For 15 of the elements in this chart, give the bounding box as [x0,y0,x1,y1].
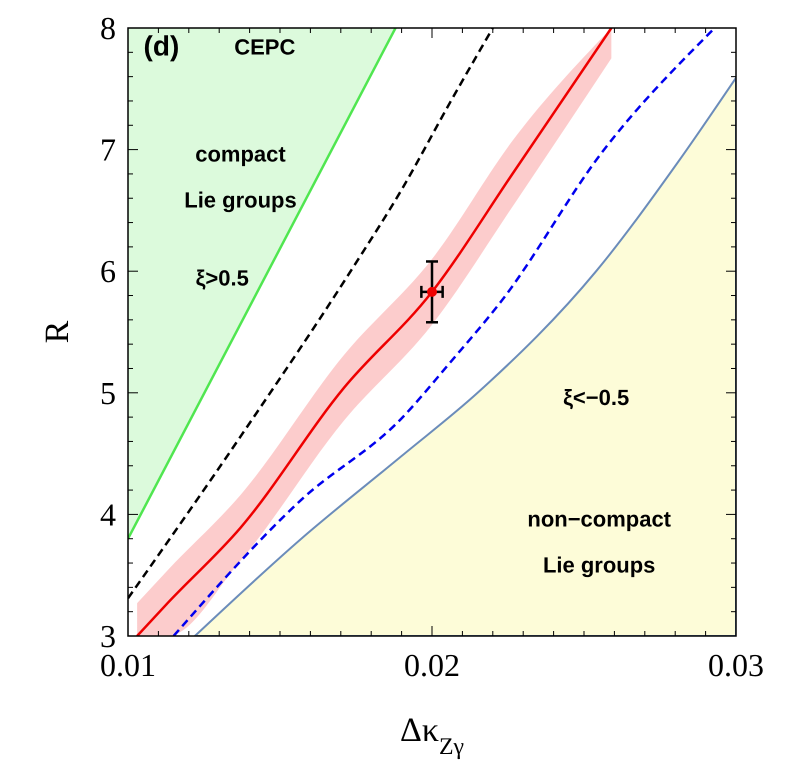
y-axis-title: R [39,320,76,344]
annotation: non−compact Lie groups [527,506,672,578]
annotation: CEPC [234,34,296,60]
x-axis-title: Δκ$_{Zγ}$ [400,712,464,760]
y-tick-label: 6 [100,253,116,290]
y-tick-label: 8 [100,10,116,46]
annotation: ξ<−0.5 [563,384,630,410]
y-tick-label: 7 [100,132,116,168]
annotation: compact Lie groups [184,141,297,212]
annotation: ξ>0.5 [196,266,249,291]
x-tick-label: 0.03 [708,647,764,683]
annotation: (d) [144,31,180,62]
y-tick-label: 4 [100,496,116,532]
x-tick-label: 0.02 [404,647,460,683]
y-tick-label: 5 [100,374,116,411]
